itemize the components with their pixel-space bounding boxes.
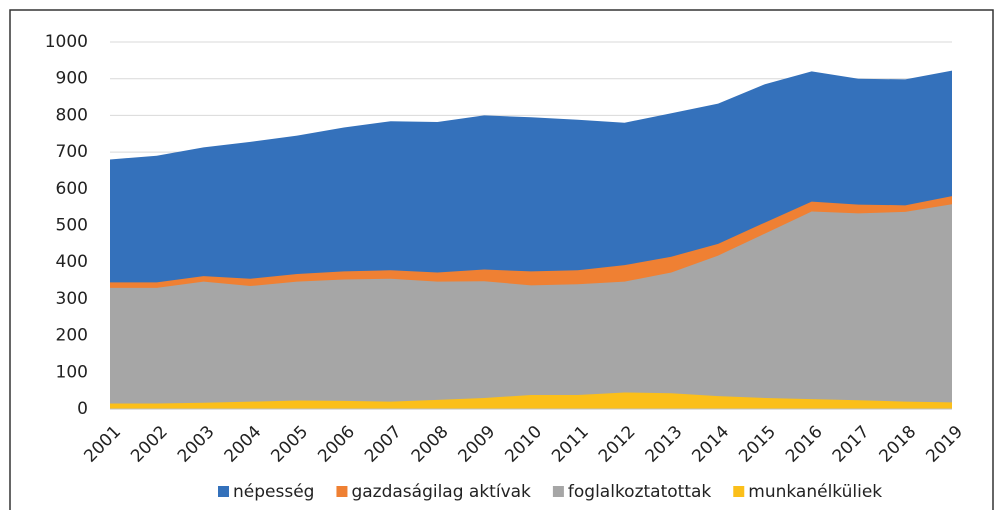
x-tick-label: 2006 [314,422,359,467]
legend-swatch [218,486,229,497]
legend-label: gazdaságilag aktívak [351,482,531,502]
x-tick-label: 2013 [642,422,687,467]
legend-label: munkanélküliek [748,482,882,502]
legend-swatch [336,486,348,497]
legend-label: foglalkoztatottak [568,482,712,502]
x-tick-label: 2005 [267,422,312,467]
x-tick-label: 2004 [221,422,266,467]
x-tick-label: 2007 [361,422,406,467]
y-tick-label: 300 [56,289,88,309]
y-tick-label: 0 [77,399,88,419]
x-tick-label: 2002 [127,422,172,467]
area [110,204,952,409]
frame [9,9,994,510]
x-tick-label: 2015 [735,422,780,467]
y-tick-label: 500 [56,216,88,236]
x-tick-label: 2001 [80,422,125,467]
y-tick-label: 600 [56,179,88,199]
y-tick-label: 100 [56,362,88,382]
x-tick-label: 2009 [455,422,500,467]
legend-swatch [733,486,745,497]
y-tick-label: 400 [56,252,88,272]
y-tick-label: 900 [56,69,88,89]
y-tick-label: 800 [56,105,88,125]
x-tick-label: 2017 [829,422,874,467]
x-tick-label: 2014 [688,422,733,467]
legend-label: népesség [233,482,314,502]
y-tick-label: 200 [56,326,88,346]
x-tick-label: 2016 [782,422,827,467]
area [110,392,952,409]
x-tick-label: 2010 [501,422,546,467]
x-tick-label: 2018 [876,422,921,467]
y-tick-label: 700 [56,142,88,162]
x-tick-label: 2008 [408,422,453,467]
x-tick-label: 2012 [595,422,640,467]
x-tick-label: 2003 [174,422,219,467]
x-tick-label: 2011 [548,422,593,467]
legend-swatch [552,486,564,497]
x-tick-label: 2019 [922,422,967,467]
y-tick-label: 1000 [45,32,88,52]
